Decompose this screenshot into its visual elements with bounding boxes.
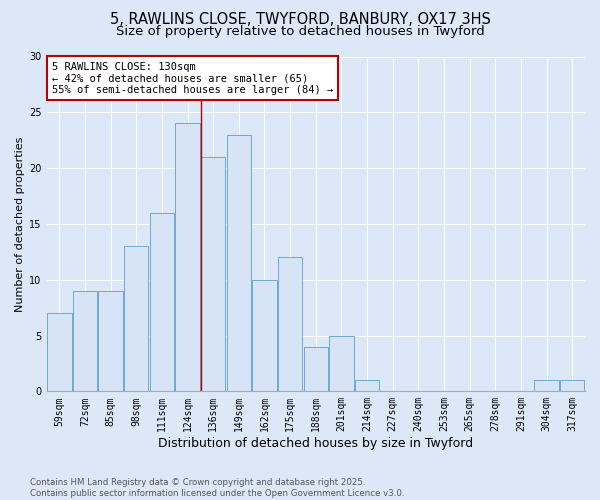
Bar	[253, 280, 277, 392]
Bar	[535, 380, 559, 392]
Text: 5, RAWLINS CLOSE, TWYFORD, BANBURY, OX17 3HS: 5, RAWLINS CLOSE, TWYFORD, BANBURY, OX17…	[110, 12, 490, 28]
Bar	[304, 346, 328, 392]
Bar	[560, 380, 584, 392]
Bar	[150, 213, 174, 392]
Bar	[278, 258, 302, 392]
Text: 5 RAWLINS CLOSE: 130sqm
← 42% of detached houses are smaller (65)
55% of semi-de: 5 RAWLINS CLOSE: 130sqm ← 42% of detache…	[52, 62, 333, 94]
Bar	[98, 291, 123, 392]
Bar	[201, 157, 226, 392]
Bar	[73, 291, 97, 392]
Text: Size of property relative to detached houses in Twyford: Size of property relative to detached ho…	[116, 25, 484, 38]
X-axis label: Distribution of detached houses by size in Twyford: Distribution of detached houses by size …	[158, 437, 473, 450]
Bar	[227, 134, 251, 392]
Y-axis label: Number of detached properties: Number of detached properties	[15, 136, 25, 312]
Text: Contains HM Land Registry data © Crown copyright and database right 2025.
Contai: Contains HM Land Registry data © Crown c…	[30, 478, 404, 498]
Bar	[329, 336, 353, 392]
Bar	[124, 246, 148, 392]
Bar	[355, 380, 379, 392]
Bar	[175, 124, 200, 392]
Bar	[47, 313, 71, 392]
